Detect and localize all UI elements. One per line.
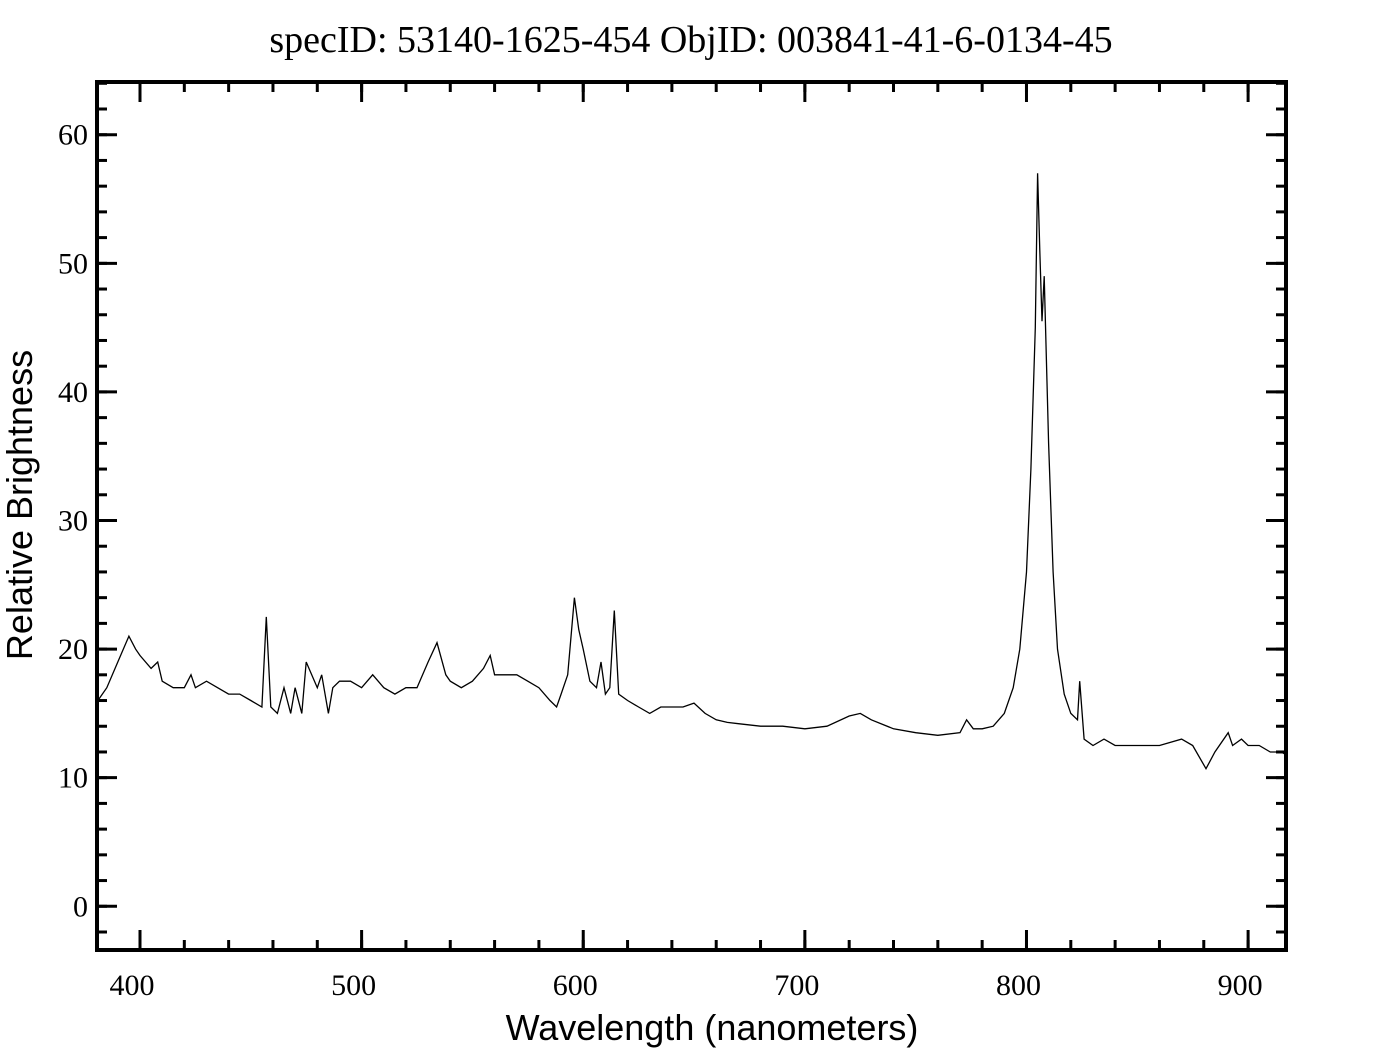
- y-tick-label: 40: [58, 376, 88, 409]
- y-tick-label: 0: [73, 890, 88, 923]
- y-axis-label: Relative Brightness: [0, 350, 40, 660]
- x-axis-label: Wavelength (nanometers): [506, 1007, 919, 1048]
- spectrum-line: [97, 173, 1287, 771]
- y-tick-label: 50: [58, 247, 88, 280]
- x-tick-label: 600: [553, 969, 598, 1002]
- y-tick-label: 10: [58, 762, 88, 795]
- x-tick-label: 800: [996, 969, 1041, 1002]
- chart-title: specID: 53140-1625-454 ObjID: 003841-41-…: [269, 19, 1112, 61]
- x-tick-label: 500: [331, 969, 376, 1002]
- y-tick-label: 20: [58, 633, 88, 666]
- x-tick-label: 400: [109, 969, 154, 1002]
- x-tick-label: 700: [774, 969, 819, 1002]
- y-tick-label: 30: [58, 505, 88, 538]
- y-tick-label: 60: [58, 119, 88, 152]
- plot-frame: [95, 80, 1288, 952]
- x-tick-label: 900: [1218, 969, 1263, 1002]
